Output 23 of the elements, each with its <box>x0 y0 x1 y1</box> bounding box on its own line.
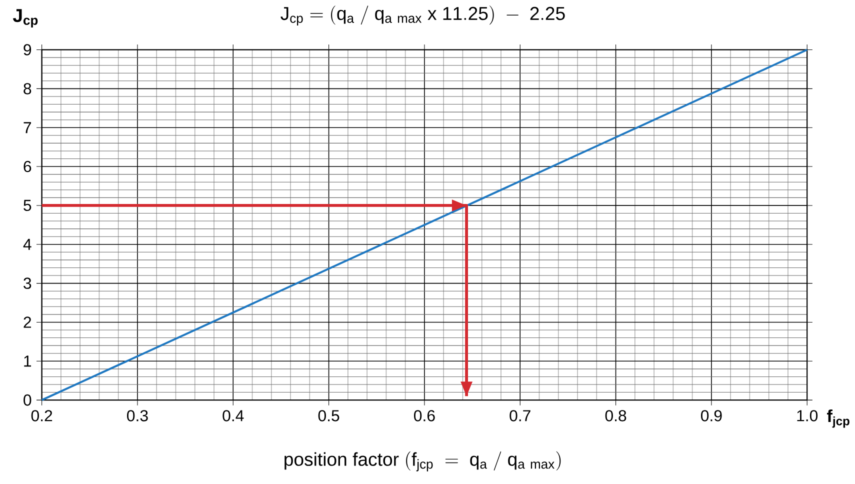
text: f$_{jcp}$ <box>827 410 850 428</box>
y-tick-label: 6 <box>24 161 32 172</box>
y-tick-label: 7 <box>24 122 32 134</box>
x-tick-label: 0.6 <box>414 410 435 422</box>
x-tick-label: 0.3 <box>127 410 148 422</box>
x-tick-label: 1.0 <box>797 410 818 422</box>
x-tick-label: 0.8 <box>605 410 626 422</box>
y-tick-label: 5 <box>24 200 32 212</box>
x-tick-label: 0.5 <box>318 410 340 422</box>
x-tick-label: 0.4 <box>222 410 244 422</box>
text: $\mathrm{J_{cp} = (q_{a}\ /\ q_{a\ max}\ x\ 11.25)\ -\ 2.25}$ <box>280 6 565 26</box>
x-tick-label: 0.7 <box>510 410 530 422</box>
y-tick-label: 1 <box>24 356 32 367</box>
x-tick-label: 0.2 <box>31 410 52 422</box>
x-axis-title: $\mathrm{position\ factor\ (f_{jcp}\ =\ q_{a}\ /\ q_{a\ max})}$ <box>284 452 561 472</box>
y-tick-label: 2 <box>24 316 32 328</box>
y-tick-label: 8 <box>24 83 32 94</box>
y-tick-label: 3 <box>24 278 32 290</box>
x-tick-label: 0.9 <box>700 410 722 422</box>
y-tick-label: 4 <box>23 239 32 250</box>
y-axis-title: J$_{cp}$ <box>12 9 38 28</box>
y-tick-label: 9 <box>24 44 32 56</box>
y-tick-label: 0 <box>24 394 32 406</box>
